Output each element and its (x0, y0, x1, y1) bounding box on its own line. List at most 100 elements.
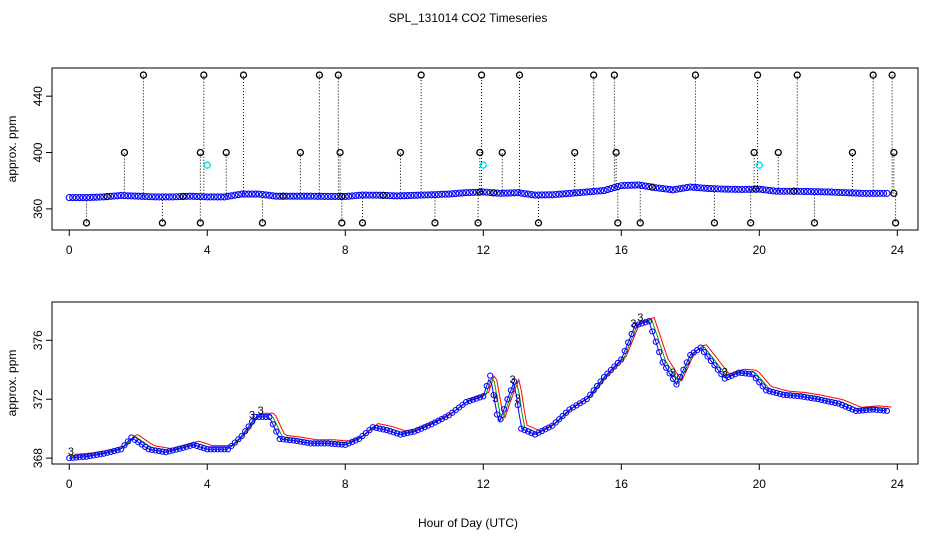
baseline-point (814, 188, 822, 196)
spike-mid-point (396, 148, 405, 157)
baseline-black-point (490, 189, 498, 197)
baseline-point (652, 184, 660, 192)
series-3-point (90, 452, 97, 459)
series-3-point (562, 409, 570, 416)
baseline-point (855, 189, 863, 197)
baseline-point (410, 191, 418, 199)
series-3-point (780, 391, 787, 398)
series-3-point (821, 397, 828, 404)
baseline-point (345, 192, 353, 200)
series-3-point (66, 455, 73, 462)
baseline-point (562, 190, 570, 198)
baseline-point (189, 192, 198, 200)
baseline-point (403, 192, 411, 200)
series-3-point (635, 321, 642, 328)
series-3-point (628, 330, 635, 338)
series-3-point (490, 391, 497, 399)
series-3-point (863, 406, 870, 414)
baseline-point (579, 188, 587, 196)
series-3-point (397, 431, 404, 438)
series-3-point (590, 387, 597, 394)
baseline-black-point (476, 188, 484, 196)
baseline-point (386, 192, 394, 200)
series-3-point (518, 425, 525, 432)
series-3-point (487, 372, 494, 379)
series-3-point (276, 435, 283, 443)
series-3-point (186, 442, 194, 449)
baseline-point (417, 191, 425, 199)
spike-low-point (636, 219, 644, 227)
series-3-point (704, 353, 711, 360)
series-3-point (528, 429, 535, 437)
spike-mid-point (336, 148, 344, 157)
series-3-label: 3 (722, 367, 728, 379)
series-3-point (659, 359, 666, 366)
series-3-point (742, 370, 749, 377)
baseline-point (496, 189, 505, 197)
series-3-point (176, 445, 183, 452)
series-3-point (304, 439, 311, 446)
baseline-point (707, 185, 715, 193)
baseline-point (145, 193, 153, 201)
baseline-point (493, 189, 501, 197)
series-3-point (183, 443, 190, 450)
series-3-point (217, 446, 225, 453)
baseline-point (107, 192, 115, 200)
series-3-point (145, 446, 152, 453)
series-3-point (883, 407, 891, 414)
baseline-point (483, 188, 491, 196)
baseline-point (186, 192, 194, 200)
baseline-point (172, 193, 180, 201)
spike-mid-point (890, 148, 898, 157)
series-3-point (621, 347, 628, 355)
series-3-point (390, 429, 397, 436)
series-3-point (117, 446, 125, 453)
series-3-label: 3 (630, 318, 636, 330)
series-3-point (504, 396, 511, 403)
series-3-point (604, 370, 611, 377)
baseline-point (769, 187, 777, 195)
baseline-point (862, 189, 870, 197)
baseline-point (797, 187, 805, 195)
series-3-point (859, 407, 866, 414)
series-3-point (700, 348, 708, 356)
cyan-point (755, 161, 763, 169)
baseline-point (593, 187, 601, 195)
series-3-point (645, 318, 652, 325)
series-3-point (797, 393, 804, 400)
series-3-point (876, 407, 884, 414)
baseline-point (869, 189, 877, 197)
baseline-point (183, 192, 191, 200)
baseline-point (76, 194, 84, 202)
series-3-point (807, 394, 815, 402)
series-3-point (801, 393, 808, 400)
baseline-point (276, 192, 284, 200)
baseline-point (759, 186, 767, 194)
baseline-point (317, 192, 325, 200)
baseline-point (793, 187, 801, 195)
series-3-point (290, 437, 297, 444)
baseline-point (745, 185, 753, 193)
series-3-point (756, 379, 763, 386)
series-3-point (535, 429, 542, 436)
series-3-point (497, 416, 504, 423)
baseline-point (848, 189, 856, 197)
series-3-point (252, 413, 259, 420)
series-3-point (104, 449, 111, 456)
x-axis-label: Hour of Day (UTC) (418, 516, 518, 530)
series-3-point (852, 407, 859, 415)
series-3-point (556, 416, 563, 423)
baseline-point (421, 191, 429, 199)
baseline-point (631, 181, 639, 189)
baseline-point (93, 193, 101, 201)
series-3-point (197, 443, 204, 451)
baseline-point (545, 191, 553, 199)
series-3-point (711, 362, 718, 369)
series-3-point (552, 419, 559, 426)
series-3-point (442, 414, 449, 421)
series-3-point (224, 446, 232, 453)
series-3-point (387, 428, 394, 435)
series-3-point (307, 440, 314, 447)
series-3-point (111, 447, 118, 455)
baseline-point (120, 192, 129, 200)
